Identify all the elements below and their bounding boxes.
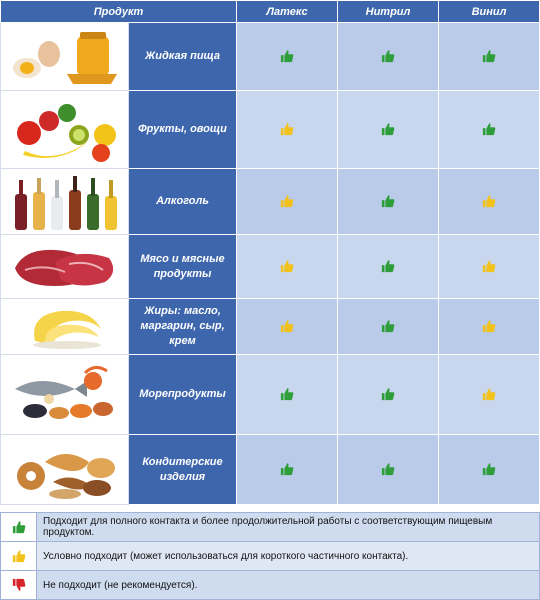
thumbs-up-icon — [482, 259, 496, 273]
thumbs-down-icon — [12, 578, 26, 592]
row-image-cell — [0, 434, 129, 505]
header-product: Продукт — [0, 0, 237, 23]
table-row: Фрукты, овощи — [0, 90, 540, 169]
legend-icon-cell — [0, 570, 37, 600]
row-name: Жидкая пища — [128, 22, 237, 91]
row-vinyl-mark — [438, 354, 540, 435]
row-latex-mark — [236, 168, 338, 235]
row-image-cell — [0, 354, 129, 435]
thumbs-up-icon — [381, 259, 395, 273]
row-latex-mark — [236, 234, 338, 299]
row-nitrile-mark — [337, 168, 439, 235]
thumbs-up-icon — [280, 194, 294, 208]
row-image-cell — [0, 298, 129, 355]
row-latex-mark — [236, 354, 338, 435]
legend-row: Условно подходит (может использоваться д… — [0, 541, 540, 571]
thumbs-up-icon — [381, 319, 395, 333]
header-latex: Латекс — [236, 0, 338, 23]
row-latex-mark — [236, 298, 338, 355]
thumbs-up-icon — [482, 319, 496, 333]
legend-icon-cell — [0, 541, 37, 571]
row-nitrile-mark — [337, 234, 439, 299]
row-name: Жиры: масло, маргарин, сыр, крем — [128, 298, 237, 355]
row-vinyl-mark — [438, 22, 540, 91]
row-nitrile-mark — [337, 90, 439, 169]
thumbs-up-icon — [12, 549, 26, 563]
row-vinyl-mark — [438, 234, 540, 299]
thumbs-up-icon — [482, 462, 496, 476]
thumbs-up-icon — [381, 49, 395, 63]
legend-text: Не подходит (не рекомендуется). — [36, 570, 540, 600]
thumbs-up-icon — [482, 194, 496, 208]
row-latex-mark — [236, 90, 338, 169]
row-vinyl-mark — [438, 298, 540, 355]
thumbs-up-icon — [280, 259, 294, 273]
row-image-cell — [0, 234, 129, 299]
row-latex-mark — [236, 22, 338, 91]
thumbs-up-icon — [12, 520, 26, 534]
row-name: Фрукты, овощи — [128, 90, 237, 169]
row-vinyl-mark — [438, 90, 540, 169]
seafood-image — [14, 365, 113, 419]
eggs-honey-image — [12, 31, 117, 84]
header-vinyl: Винил — [438, 0, 540, 23]
row-name: Кондитерские изделия — [128, 434, 237, 505]
legend-row: Не подходит (не рекомендуется). — [0, 570, 540, 600]
header-nitrile: Нитрил — [337, 0, 439, 23]
legend-icon-cell — [0, 512, 37, 542]
table-row: Морепродукты — [0, 354, 540, 435]
row-name: Мясо и мясные продукты — [128, 234, 237, 299]
row-nitrile-mark — [337, 354, 439, 435]
thumbs-up-icon — [280, 49, 294, 63]
fruits-vegetables-image — [16, 103, 116, 162]
row-vinyl-mark — [438, 434, 540, 505]
table-row: Кондитерские изделия — [0, 434, 540, 505]
thumbs-up-icon — [280, 462, 294, 476]
row-image-cell — [0, 90, 129, 169]
thumbs-up-icon — [381, 194, 395, 208]
thumbs-up-icon — [381, 387, 395, 401]
thumbs-up-icon — [280, 319, 294, 333]
row-latex-mark — [236, 434, 338, 505]
row-nitrile-mark — [337, 434, 439, 505]
thumbs-up-icon — [381, 462, 395, 476]
thumbs-up-icon — [280, 122, 294, 136]
table-row: Алкоголь — [0, 168, 540, 235]
row-name: Алкоголь — [128, 168, 237, 235]
row-image-cell — [0, 22, 129, 91]
row-vinyl-mark — [438, 168, 540, 235]
table-row: Мясо и мясные продукты — [0, 234, 540, 299]
row-name: Морепродукты — [128, 354, 237, 435]
butter-curl-image — [32, 310, 101, 349]
legend-row: Подходит для полного контакта и более пр… — [0, 512, 540, 542]
legend-table: Подходит для полного контакта и более пр… — [0, 512, 540, 600]
row-nitrile-mark — [337, 298, 439, 355]
table-row: Жидкая пища — [0, 22, 540, 91]
thumbs-up-icon — [381, 122, 395, 136]
legend-text: Подходит для полного контакта и более пр… — [36, 512, 540, 542]
table-row: Жиры: масло, маргарин, сыр, крем — [0, 298, 540, 355]
thumbs-up-icon — [280, 387, 294, 401]
bottles-image — [14, 175, 117, 230]
meat-image — [14, 249, 113, 286]
table-header-row: Продукт Латекс Нитрил Винил — [0, 0, 540, 23]
row-nitrile-mark — [337, 22, 439, 91]
thumbs-up-icon — [482, 122, 496, 136]
thumbs-up-icon — [482, 49, 496, 63]
pastry-image — [16, 453, 115, 499]
row-image-cell — [0, 168, 129, 235]
legend-text: Условно подходит (может использоваться д… — [36, 541, 540, 571]
thumbs-up-icon — [482, 387, 496, 401]
compatibility-table: Продукт Латекс Нитрил Винил Жидкая пища — [0, 0, 540, 505]
